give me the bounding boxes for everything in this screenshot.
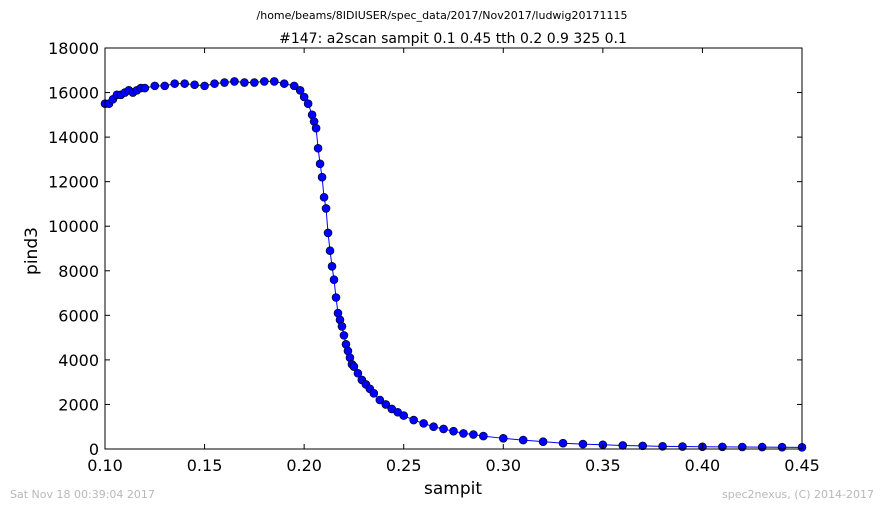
data-point	[323, 228, 333, 238]
y-tick-label: 0	[89, 440, 99, 459]
data-point	[439, 424, 448, 434]
data-point	[170, 79, 179, 88]
axis-ticks: 0.10 0.15 0.20 0.25 0.30 0.35 0.40 0.45 0 2000 400…	[48, 39, 820, 475]
data-point	[190, 80, 199, 90]
data-point	[279, 79, 289, 88]
x-tick-label: 0.15	[187, 456, 223, 475]
x-axis-label: sampit	[424, 479, 482, 499]
data-point	[375, 395, 385, 405]
data-point	[399, 411, 409, 420]
data-point	[618, 441, 628, 450]
data-point	[260, 77, 269, 86]
data-point	[319, 192, 329, 202]
data-point	[469, 430, 478, 439]
data-point	[498, 434, 508, 443]
data-point	[240, 78, 249, 87]
y-tick-label: 6000	[58, 306, 99, 325]
data-point	[180, 79, 189, 88]
x-tick-label: 0.10	[87, 456, 123, 475]
x-tick-label: 0.35	[585, 456, 621, 475]
data-point	[369, 389, 379, 398]
data-point	[299, 92, 309, 102]
data-point	[349, 362, 359, 371]
x-tick-label: 0.30	[485, 456, 521, 475]
data-point	[295, 86, 305, 95]
data-point	[419, 419, 428, 428]
data-point	[230, 77, 239, 86]
data-point	[449, 426, 458, 436]
y-tick-label: 4000	[58, 351, 99, 370]
data-point	[325, 246, 335, 256]
data-point	[558, 438, 568, 448]
data-point	[757, 442, 767, 452]
data-point	[339, 331, 349, 340]
data-point	[140, 83, 150, 93]
data-point	[313, 143, 323, 153]
data-point	[479, 431, 488, 441]
data-point	[777, 442, 787, 452]
series-line	[105, 80, 803, 448]
data-point	[321, 204, 331, 213]
data-point	[150, 81, 160, 91]
y-tick-label: 16000	[48, 84, 99, 103]
x-tick-label: 0.40	[685, 456, 721, 475]
y-tick-label: 18000	[48, 39, 99, 58]
data-point	[737, 442, 747, 452]
file-path-title: /home/beams/8IDIUSER/spec_data/2017/Nov2…	[257, 9, 628, 22]
plot-frame	[104, 47, 803, 450]
data-point	[638, 441, 647, 451]
y-tick-label: 12000	[48, 173, 99, 192]
data-point	[315, 159, 325, 169]
data-point	[658, 442, 667, 451]
data-point	[200, 81, 209, 91]
x-tick-label: 0.45	[784, 456, 820, 475]
data-point	[518, 435, 528, 445]
x-tick-label: 0.25	[386, 456, 422, 475]
data-point	[459, 429, 468, 438]
data-point	[538, 437, 548, 446]
data-point	[718, 442, 727, 452]
data-point	[331, 293, 341, 302]
data-point	[409, 415, 418, 425]
data-point	[381, 400, 391, 409]
footer-timestamp: Sat Nov 18 00:39:04 2017	[10, 488, 155, 501]
plot-data	[100, 77, 807, 452]
data-point	[269, 77, 279, 86]
y-axis-label: pind3	[22, 227, 42, 275]
data-point	[337, 322, 347, 331]
data-point	[329, 275, 339, 284]
data-point	[311, 123, 321, 133]
chart-title: #147: a2scan sampit 0.1 0.45 tth 0.2 0.9…	[279, 31, 627, 47]
y-tick-label: 14000	[48, 128, 99, 147]
data-point	[250, 78, 259, 87]
data-point	[327, 262, 337, 271]
data-point	[317, 172, 327, 182]
x-tick-label: 0.20	[286, 456, 322, 475]
data-point	[303, 99, 313, 108]
data-point	[429, 422, 438, 432]
data-point	[210, 79, 219, 88]
y-tick-label: 8000	[58, 262, 99, 281]
data-point	[353, 368, 363, 378]
data-point	[160, 81, 170, 91]
y-tick-label: 10000	[48, 217, 99, 236]
data-point	[578, 439, 588, 449]
data-point	[289, 81, 299, 91]
data-point	[220, 78, 229, 87]
footer-credit: spec2nexus, (C) 2014-2017	[722, 488, 874, 501]
y-tick-label: 2000	[58, 395, 99, 414]
